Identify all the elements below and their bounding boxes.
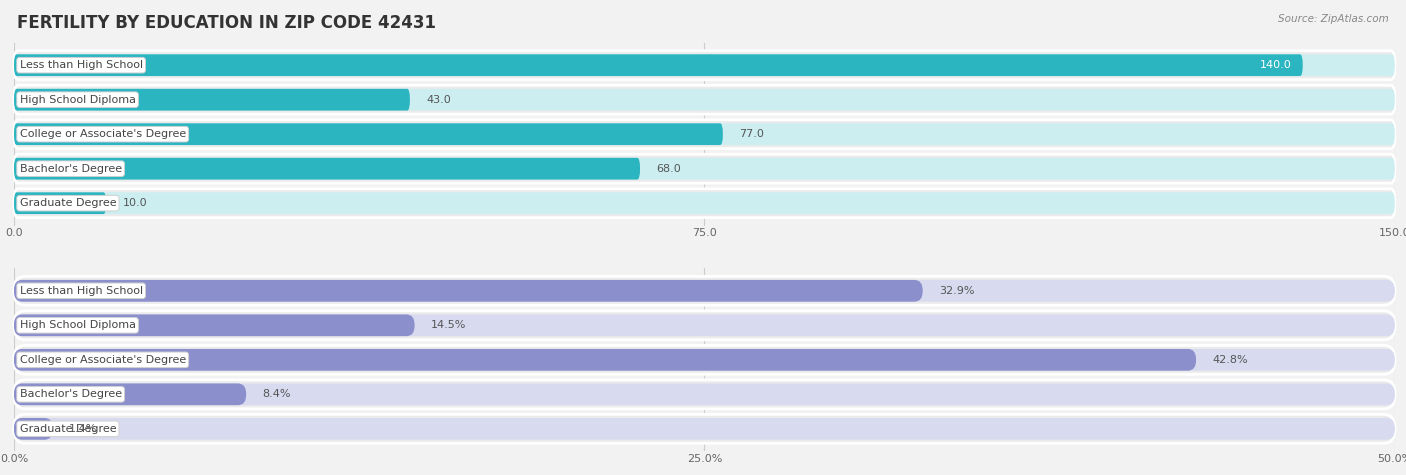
FancyBboxPatch shape xyxy=(14,124,1395,145)
Text: 1.4%: 1.4% xyxy=(69,424,97,434)
FancyBboxPatch shape xyxy=(14,383,246,405)
Text: College or Associate's Degree: College or Associate's Degree xyxy=(20,355,186,365)
Text: 140.0: 140.0 xyxy=(1260,60,1292,70)
FancyBboxPatch shape xyxy=(14,54,1303,76)
FancyBboxPatch shape xyxy=(14,349,1395,370)
Text: Graduate Degree: Graduate Degree xyxy=(20,424,117,434)
Text: College or Associate's Degree: College or Associate's Degree xyxy=(20,129,186,139)
Text: High School Diploma: High School Diploma xyxy=(20,320,135,330)
FancyBboxPatch shape xyxy=(14,314,415,336)
Text: 14.5%: 14.5% xyxy=(432,320,467,330)
FancyBboxPatch shape xyxy=(14,276,1395,305)
Text: High School Diploma: High School Diploma xyxy=(20,95,135,104)
FancyBboxPatch shape xyxy=(14,120,1395,149)
FancyBboxPatch shape xyxy=(14,280,1395,302)
Text: Source: ZipAtlas.com: Source: ZipAtlas.com xyxy=(1278,14,1389,24)
FancyBboxPatch shape xyxy=(14,345,1395,374)
FancyBboxPatch shape xyxy=(14,192,105,214)
Text: 32.9%: 32.9% xyxy=(939,286,974,296)
FancyBboxPatch shape xyxy=(14,154,1395,183)
FancyBboxPatch shape xyxy=(14,51,1395,80)
Text: Less than High School: Less than High School xyxy=(20,286,142,296)
Text: 10.0: 10.0 xyxy=(122,198,148,208)
FancyBboxPatch shape xyxy=(14,311,1395,340)
FancyBboxPatch shape xyxy=(14,158,1395,180)
Text: FERTILITY BY EDUCATION IN ZIP CODE 42431: FERTILITY BY EDUCATION IN ZIP CODE 42431 xyxy=(17,14,436,32)
FancyBboxPatch shape xyxy=(14,418,53,440)
Text: Less than High School: Less than High School xyxy=(20,60,142,70)
FancyBboxPatch shape xyxy=(14,383,1395,405)
FancyBboxPatch shape xyxy=(14,89,1395,111)
FancyBboxPatch shape xyxy=(14,418,1395,440)
FancyBboxPatch shape xyxy=(14,158,640,180)
FancyBboxPatch shape xyxy=(14,89,411,111)
Text: Bachelor's Degree: Bachelor's Degree xyxy=(20,390,122,399)
Text: 77.0: 77.0 xyxy=(740,129,765,139)
FancyBboxPatch shape xyxy=(14,192,1395,214)
FancyBboxPatch shape xyxy=(14,124,723,145)
FancyBboxPatch shape xyxy=(14,380,1395,409)
FancyBboxPatch shape xyxy=(14,414,1395,443)
Text: Graduate Degree: Graduate Degree xyxy=(20,198,117,208)
FancyBboxPatch shape xyxy=(14,189,1395,218)
Text: Bachelor's Degree: Bachelor's Degree xyxy=(20,164,122,174)
Text: 43.0: 43.0 xyxy=(426,95,451,104)
Text: 42.8%: 42.8% xyxy=(1212,355,1249,365)
FancyBboxPatch shape xyxy=(14,349,1197,370)
Text: 68.0: 68.0 xyxy=(657,164,682,174)
Text: 8.4%: 8.4% xyxy=(263,390,291,399)
FancyBboxPatch shape xyxy=(14,54,1395,76)
FancyBboxPatch shape xyxy=(14,85,1395,114)
FancyBboxPatch shape xyxy=(14,314,1395,336)
FancyBboxPatch shape xyxy=(14,280,922,302)
